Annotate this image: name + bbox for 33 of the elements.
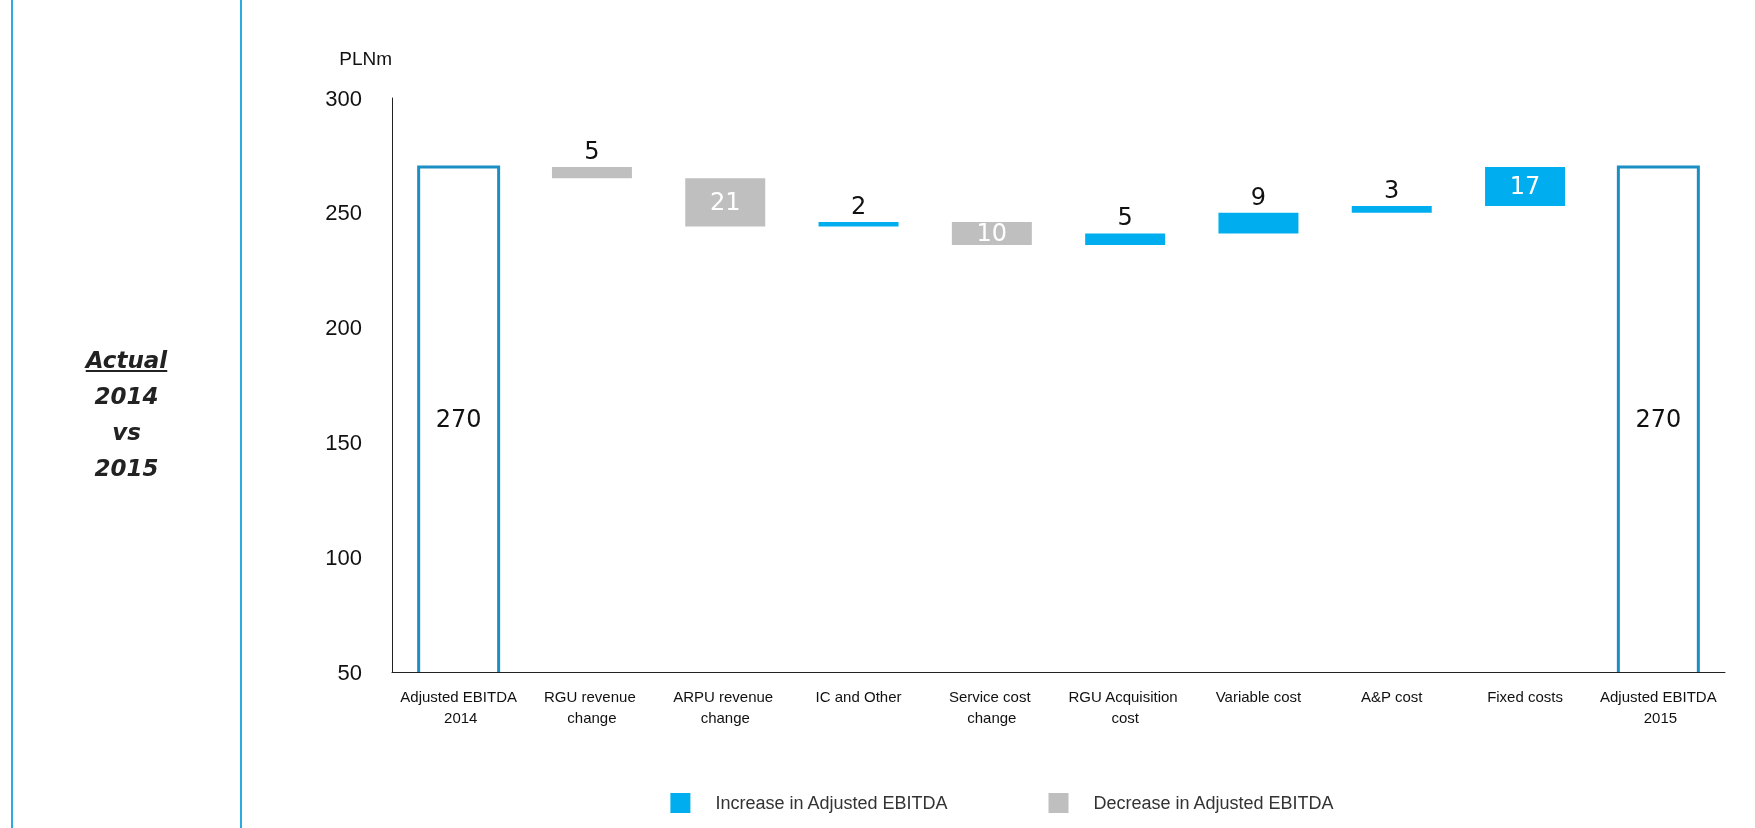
y-tick-label: 250 <box>325 200 362 226</box>
legend-label: Increase in Adjusted EBITDA <box>715 793 948 813</box>
x-tick-label: RGU revenue change <box>544 688 640 726</box>
x-tick-label: Adjusted EBITDA 2015 <box>1599 688 1717 726</box>
x-tick-label: IC and Other <box>815 688 902 705</box>
text: 2014 <box>94 382 159 411</box>
y-axis-title: PLNm <box>339 48 392 69</box>
data-label: 270 <box>435 405 482 434</box>
x-tick-label: Adjusted EBITDA 2014 <box>400 688 518 726</box>
data-label: 9 <box>1250 182 1267 211</box>
data-label: 10 <box>976 219 1008 248</box>
y-tick-label: 300 <box>325 85 362 111</box>
y-tick-label: 200 <box>325 315 362 341</box>
x-tick-label: A&P cost <box>1361 688 1424 705</box>
x-tick-label: Variable cost <box>1215 688 1303 705</box>
data-label: 2 <box>850 191 867 220</box>
legend-label: Decrease in Adjusted EBITDA <box>1093 793 1334 813</box>
y-tick-label: 50 <box>337 659 362 685</box>
data-label: 21 <box>709 188 741 217</box>
text: vs <box>112 418 141 447</box>
y-tick-label: 150 <box>325 429 362 455</box>
x-tick-label: ARPU revenue change <box>673 688 778 726</box>
data-label: 17 <box>1509 172 1541 201</box>
text: 2015 <box>94 454 159 483</box>
data-label: 3 <box>1384 175 1400 204</box>
data-label: 5 <box>1117 203 1133 232</box>
text: Actual <box>85 346 168 375</box>
data-label: 270 <box>1635 405 1682 434</box>
x-tick-label: Fixed costs <box>1487 688 1563 705</box>
x-tick-label: Service cost change <box>948 688 1035 726</box>
data-label: 5 <box>584 136 600 165</box>
x-tick-label: RGU Acquisition cost <box>1068 688 1182 726</box>
y-tick-label: 100 <box>325 544 362 570</box>
